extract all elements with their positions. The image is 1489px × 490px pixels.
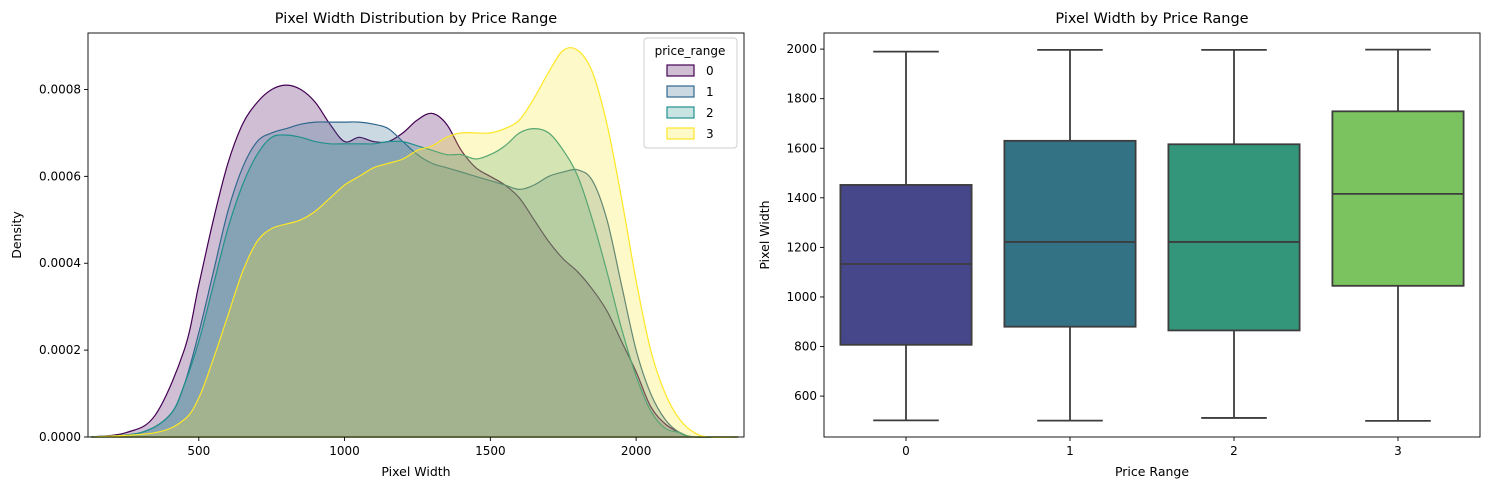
box-y-tick-label: 800 — [794, 340, 817, 354]
kde-plot: Pixel Width Distribution by Price Range … — [9, 11, 745, 479]
legend-label-3: 3 — [706, 127, 714, 141]
kde-legend: price_range 0 1 2 3 — [643, 37, 738, 149]
kde-area-0 — [90, 84, 739, 438]
box-y-ticks: 600 800 1000 1200 1400 1600 1800 2000 — [786, 42, 824, 403]
kde-axes-frame — [87, 32, 745, 438]
box-title: Pixel Width by Price Range — [1055, 11, 1248, 27]
legend-entries: 0 1 2 3 — [666, 64, 714, 141]
box-y-axis-label: Pixel Width — [757, 200, 772, 269]
box-y-tick-label: 600 — [794, 389, 817, 403]
legend-label-1: 1 — [706, 85, 714, 99]
kde-y-ticks: 0.0000 0.0002 0.0004 0.0006 0.0008 — [39, 82, 88, 444]
kde-y-tick-label: 0.0004 — [39, 256, 81, 270]
box-body — [1167, 143, 1301, 332]
box-y-tick-label: 1200 — [786, 240, 817, 254]
kde-x-ticks: 500 1000 1500 2000 — [187, 437, 651, 458]
box-items — [839, 48, 1465, 422]
box-plot: Pixel Width by Price Range 6008001000120… — [757, 11, 1481, 479]
kde-y-axis-label: Density — [9, 211, 24, 259]
box-x-tick-label: 3 — [1394, 444, 1402, 458]
box-y-tick-label: 1400 — [786, 191, 817, 205]
box-body — [1003, 139, 1137, 328]
kde-y-tick-label: 0.0006 — [39, 169, 81, 183]
kde-x-tick-label: 2000 — [621, 444, 652, 458]
box-x-tick-label: 0 — [902, 444, 910, 458]
kde-area-3 — [90, 47, 739, 438]
box-2 — [1167, 48, 1301, 419]
box-1 — [1003, 48, 1137, 422]
box-y-tick-label: 1000 — [786, 290, 817, 304]
box-y-tick-label: 1600 — [786, 141, 817, 155]
box-x-axis-label: Price Range — [1115, 464, 1189, 479]
legend-swatch-0 — [666, 64, 695, 77]
legend-title: price_range — [655, 44, 726, 58]
kde-y-tick-label: 0.0002 — [39, 343, 81, 357]
kde-x-tick-label: 500 — [187, 444, 210, 458]
kde-title: Pixel Width Distribution by Price Range — [275, 11, 557, 27]
box-body — [1331, 110, 1465, 287]
box-x-tick-label: 1 — [1066, 444, 1074, 458]
kde-x-tick-label: 1000 — [329, 444, 360, 458]
box-x-ticks: 0 1 2 3 — [902, 437, 1402, 458]
kde-areas — [90, 47, 739, 438]
legend-swatch-2 — [666, 106, 695, 119]
kde-area-1 — [90, 121, 739, 438]
kde-y-tick-label: 0.0008 — [39, 82, 81, 96]
box-y-tick-label: 1800 — [786, 92, 817, 106]
legend-label-2: 2 — [706, 106, 714, 120]
box-y-tick-label: 2000 — [786, 42, 817, 56]
legend-swatch-3 — [666, 127, 695, 140]
kde-x-tick-label: 1500 — [475, 444, 506, 458]
box-x-tick-label: 2 — [1230, 444, 1238, 458]
kde-x-axis-label: Pixel Width — [381, 464, 450, 479]
box-3 — [1331, 48, 1465, 422]
legend-swatch-1 — [666, 85, 695, 98]
box-0 — [839, 50, 973, 422]
kde-y-tick-label: 0.0000 — [39, 430, 81, 444]
legend-label-0: 0 — [706, 64, 714, 78]
box-axes-frame — [823, 32, 1481, 438]
